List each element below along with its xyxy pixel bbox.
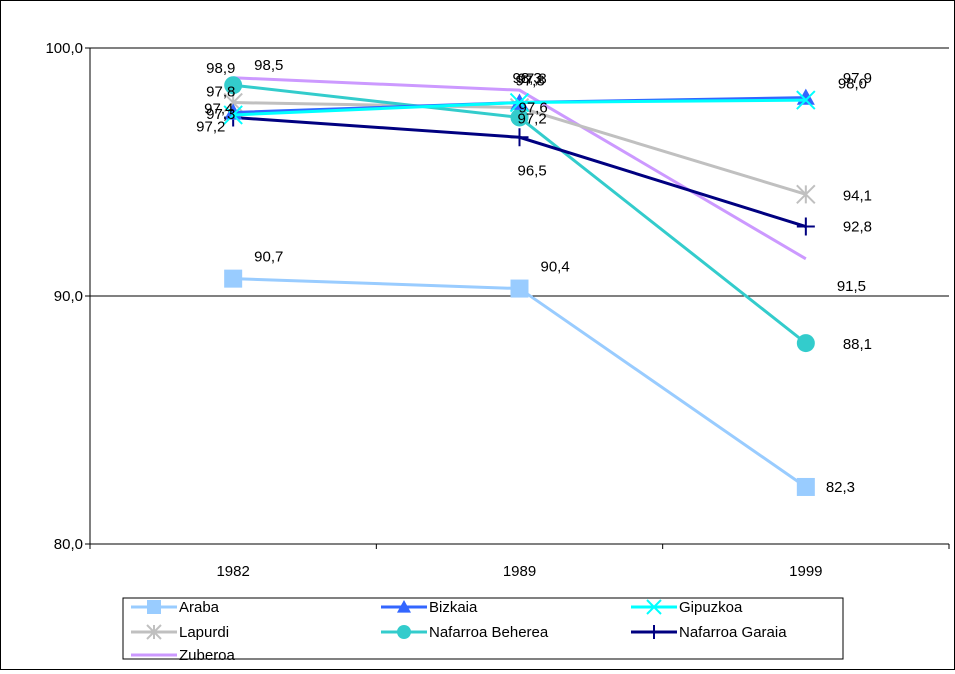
point-araba-1999: [796, 477, 815, 496]
data-label: 96,5: [518, 162, 547, 179]
point-araba-1982: [224, 269, 243, 288]
point-nafarroa-garaia-1989: [510, 128, 529, 147]
y-tick-label: 100,0: [45, 40, 83, 57]
data-label: 97,8: [206, 84, 235, 101]
axes: 80,0 90,0 100,0 1982 1989 1999: [45, 40, 950, 580]
data-label: 97,9: [843, 70, 872, 87]
legend-label: Zuberoa: [179, 647, 236, 664]
data-label: 94,1: [843, 187, 872, 204]
legend-label: Araba: [179, 599, 220, 616]
series-line-zuberoa: [233, 76, 807, 261]
series-lines: [223, 76, 816, 496]
legend-marker: [146, 624, 162, 640]
point-nafarroa-beherea-1982: [224, 76, 243, 95]
data-label: 90,4: [541, 259, 570, 276]
y-tick-label: 80,0: [54, 536, 83, 553]
legend-label: Bizkaia: [429, 599, 478, 616]
data-label: 98,0: [838, 76, 867, 93]
x-tick-label: 1989: [503, 563, 536, 580]
legend-label: Lapurdi: [179, 624, 229, 641]
data-label: 97,8: [518, 71, 547, 88]
data-label: 91,5: [837, 278, 866, 295]
data-label: 97,4: [204, 100, 233, 117]
series-line-araba: [233, 277, 807, 489]
y-tick-label: 90,0: [54, 288, 83, 305]
data-label: 88,1: [843, 336, 872, 353]
point-gipuzkoa-1989: [509, 92, 530, 113]
data-label: 97,2: [196, 118, 225, 135]
data-label: 97,2: [518, 110, 547, 127]
x-tick-label: 1982: [216, 563, 249, 580]
legend-label: Gipuzkoa: [679, 599, 743, 616]
data-label: 92,8: [843, 219, 872, 236]
data-label: 97,8: [516, 73, 545, 90]
data-label: 98,5: [254, 57, 283, 74]
legend-marker: [646, 599, 662, 615]
point-nafarroa-beherea-1999: [796, 334, 815, 353]
data-label: 98,9: [206, 60, 235, 77]
legend-label: Nafarroa Beherea: [429, 624, 549, 641]
data-labels: 90,790,482,397,497,8 98,097,397,8 97,997,8…: [196, 57, 872, 496]
legend: Araba Bizkaia Gipuzkoa Lapurdi Nafarroa Behe…: [122, 597, 844, 664]
legend-marker: [647, 625, 661, 639]
point-nafarroa-garaia-1999: [796, 217, 815, 236]
data-label: 98,3: [513, 70, 542, 87]
point-lapurdi-1999: [796, 184, 816, 205]
data-label: 90,7: [254, 249, 283, 266]
point-gipuzkoa-1982: [223, 105, 243, 125]
legend-box: [122, 597, 844, 660]
legend-marker: [397, 625, 411, 639]
legend-label: Nafarroa Garaia: [679, 624, 787, 641]
point-nafarroa-beherea-1989: [510, 108, 529, 127]
x-tick-label: 1999: [789, 563, 822, 580]
point-gipuzkoa-1999: [796, 90, 816, 110]
legend-marker: [397, 600, 411, 613]
data-label: 97,3: [206, 106, 235, 123]
legend-marker: [147, 600, 161, 614]
data-label: 97,6: [519, 100, 548, 117]
point-araba-1989: [510, 279, 529, 298]
data-label: 82,3: [826, 479, 855, 496]
